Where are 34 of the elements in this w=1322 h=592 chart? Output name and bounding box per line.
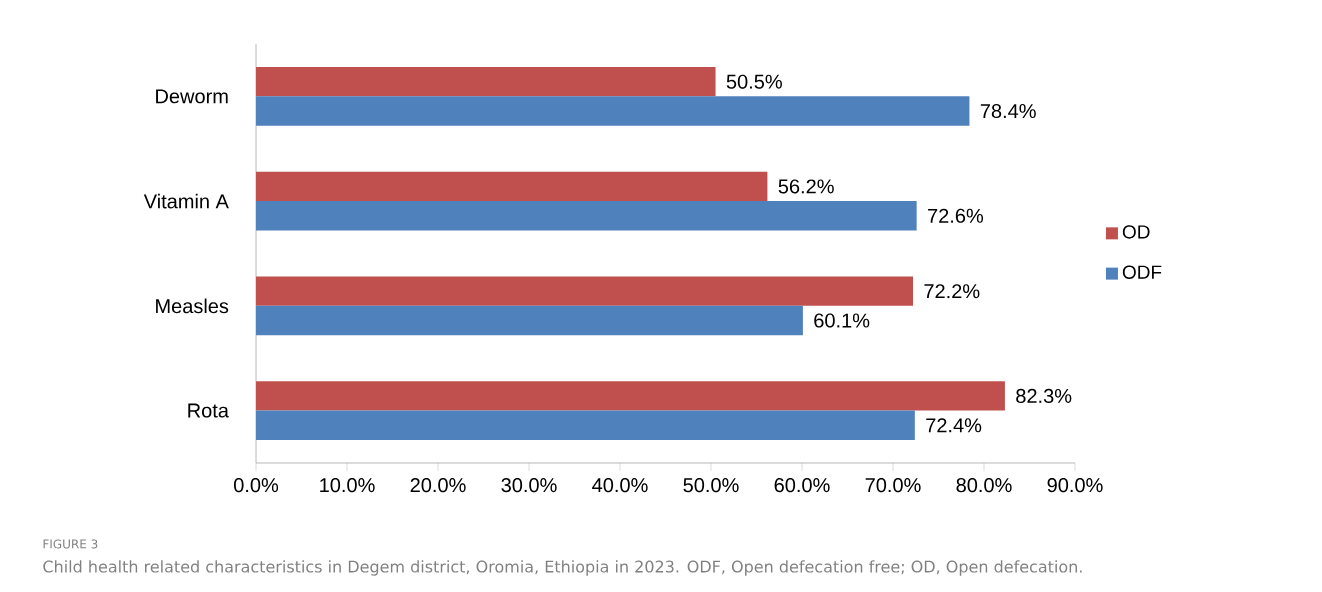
data-label: 50.5% bbox=[726, 74, 782, 89]
x-tick-label: 40.0% bbox=[592, 478, 648, 493]
data-label: 60.1% bbox=[814, 313, 870, 328]
bar bbox=[256, 276, 914, 306]
x-tick-label: 90.0% bbox=[1047, 478, 1103, 493]
bar bbox=[256, 381, 1005, 411]
bar bbox=[256, 96, 970, 126]
x-tick-label: 20.0% bbox=[410, 478, 466, 493]
x-tick-label: 70.0% bbox=[865, 478, 921, 493]
x-tick-label: 80.0% bbox=[956, 478, 1012, 493]
y-tick-label: Deworm bbox=[156, 89, 228, 104]
caption: FIGURE 3 bbox=[43, 539, 98, 549]
x-tick-label: 10.0% bbox=[320, 478, 375, 493]
x-tick-label: 50.0% bbox=[683, 478, 739, 493]
y-tick-label: Measles bbox=[156, 298, 229, 314]
x-tick-label: 30.0% bbox=[501, 478, 557, 493]
bar bbox=[256, 171, 768, 202]
bar bbox=[256, 67, 716, 97]
data-label: 56.2% bbox=[778, 179, 834, 194]
data-label: 72.2% bbox=[924, 284, 980, 299]
bar bbox=[256, 305, 803, 336]
legend-label: OD bbox=[1122, 225, 1150, 239]
text: Child health related characteristics in Degem district, Oromia, Ethiopia in 2023. ODF, Open defecation free; OD, Open defecation. bbox=[43, 560, 1082, 576]
data-label: 72.4% bbox=[926, 418, 982, 433]
x-tick-label: 0.0% bbox=[234, 478, 279, 493]
data-label: 72.6% bbox=[928, 208, 984, 223]
data-label: 78.4% bbox=[980, 103, 1036, 119]
data-label: 82.3% bbox=[1016, 388, 1072, 404]
x-tick-label: 60.0% bbox=[774, 478, 830, 493]
y-tick-label: Rota bbox=[188, 403, 229, 418]
bar bbox=[256, 201, 917, 231]
y-tick-label: Vitamin A bbox=[143, 193, 229, 209]
bar bbox=[256, 410, 915, 440]
legend-label: ODF bbox=[1122, 265, 1162, 279]
